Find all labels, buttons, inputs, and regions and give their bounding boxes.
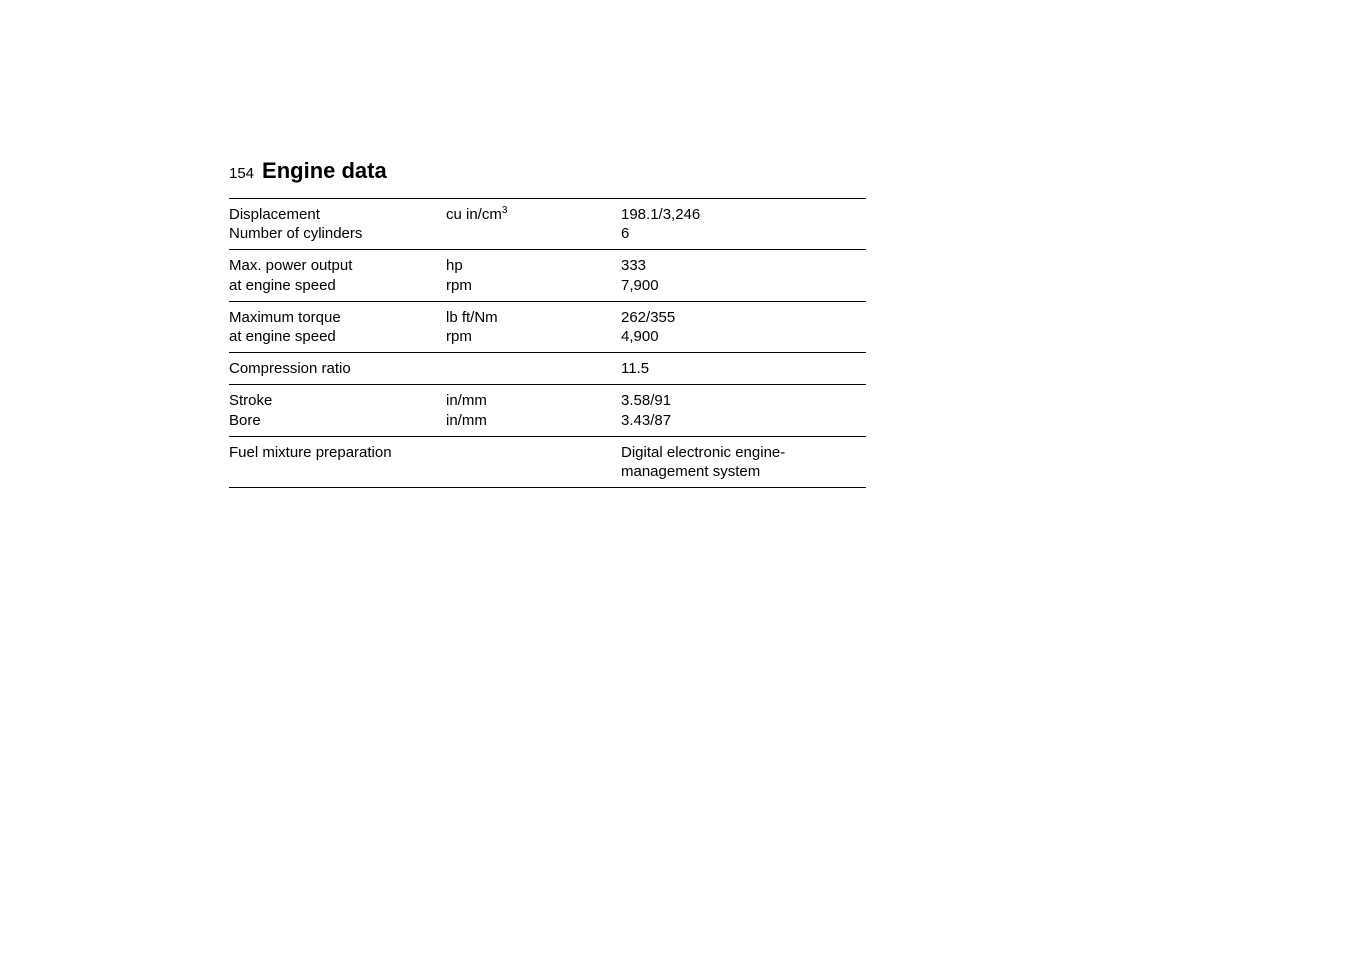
- value-line: 6: [621, 225, 629, 242]
- cell-value: 198.1/3,246 6: [621, 199, 866, 250]
- table-row: Maximum torque at engine speed lb ft/Nm …: [229, 301, 866, 352]
- unit-superscript: 3: [502, 205, 508, 216]
- cell-value: Digital electronic engine-management sys…: [621, 436, 866, 487]
- cell-unit: [446, 436, 621, 487]
- cell-unit: cu in/cm3: [446, 199, 621, 250]
- cell-unit: lb ft/Nm rpm: [446, 301, 621, 352]
- cell-unit: in/mm in/mm: [446, 385, 621, 436]
- label-line: Fuel mixture preparation: [229, 444, 392, 461]
- value-line: 7,900: [621, 277, 659, 294]
- label-line: Compression ratio: [229, 360, 351, 377]
- unit-line: lb ft/Nm: [446, 309, 498, 326]
- cell-value: 3.58/91 3.43/87: [621, 385, 866, 436]
- value-line: 3.43/87: [621, 412, 671, 429]
- cell-unit: hp rpm: [446, 250, 621, 301]
- cell-label: Max. power output at engine speed: [229, 250, 446, 301]
- label-line: Displacement: [229, 206, 320, 223]
- table-row: Max. power output at engine speed hp rpm…: [229, 250, 866, 301]
- table-row: Stroke Bore in/mm in/mm 3.58/91 3.43/87: [229, 385, 866, 436]
- value-line: 262/355: [621, 309, 675, 326]
- engine-data-table: Displacement Number of cylinders cu in/c…: [229, 198, 866, 488]
- page-number: 154: [229, 165, 254, 182]
- cell-label: Compression ratio: [229, 353, 446, 385]
- unit-line: hp: [446, 257, 463, 274]
- table-row: Displacement Number of cylinders cu in/c…: [229, 199, 866, 250]
- value-line: Digital electronic engine-management sys…: [621, 444, 785, 480]
- cell-label: Fuel mixture preparation: [229, 436, 446, 487]
- unit-line: in/mm: [446, 412, 487, 429]
- label-line: Bore: [229, 412, 261, 429]
- label-line: Max. power output: [229, 257, 352, 274]
- unit-line: rpm: [446, 277, 472, 294]
- value-line: 333: [621, 257, 646, 274]
- cell-unit: [446, 353, 621, 385]
- label-line: at engine speed: [229, 277, 336, 294]
- value-line: 3.58/91: [621, 392, 671, 409]
- value-line: 11.5: [621, 360, 649, 377]
- unit-line: in/mm: [446, 392, 487, 409]
- cell-label: Stroke Bore: [229, 385, 446, 436]
- unit-line: cu in/cm: [446, 206, 502, 223]
- label-line: Stroke: [229, 392, 272, 409]
- page-container: 154 Engine data Displacement Number of c…: [0, 0, 866, 488]
- page-header: 154 Engine data: [229, 158, 866, 184]
- label-line: Number of cylinders: [229, 225, 362, 242]
- table-row: Fuel mixture preparation Digital electro…: [229, 436, 866, 487]
- label-line: at engine speed: [229, 328, 336, 345]
- value-line: 4,900: [621, 328, 659, 345]
- cell-value: 333 7,900: [621, 250, 866, 301]
- table-row: Compression ratio 11.5: [229, 353, 866, 385]
- cell-value: 262/355 4,900: [621, 301, 866, 352]
- page-title: Engine data: [262, 158, 387, 184]
- value-line: 198.1/3,246: [621, 206, 700, 223]
- cell-label: Maximum torque at engine speed: [229, 301, 446, 352]
- unit-line: rpm: [446, 328, 472, 345]
- cell-label: Displacement Number of cylinders: [229, 199, 446, 250]
- cell-value: 11.5: [621, 353, 866, 385]
- label-line: Maximum torque: [229, 309, 341, 326]
